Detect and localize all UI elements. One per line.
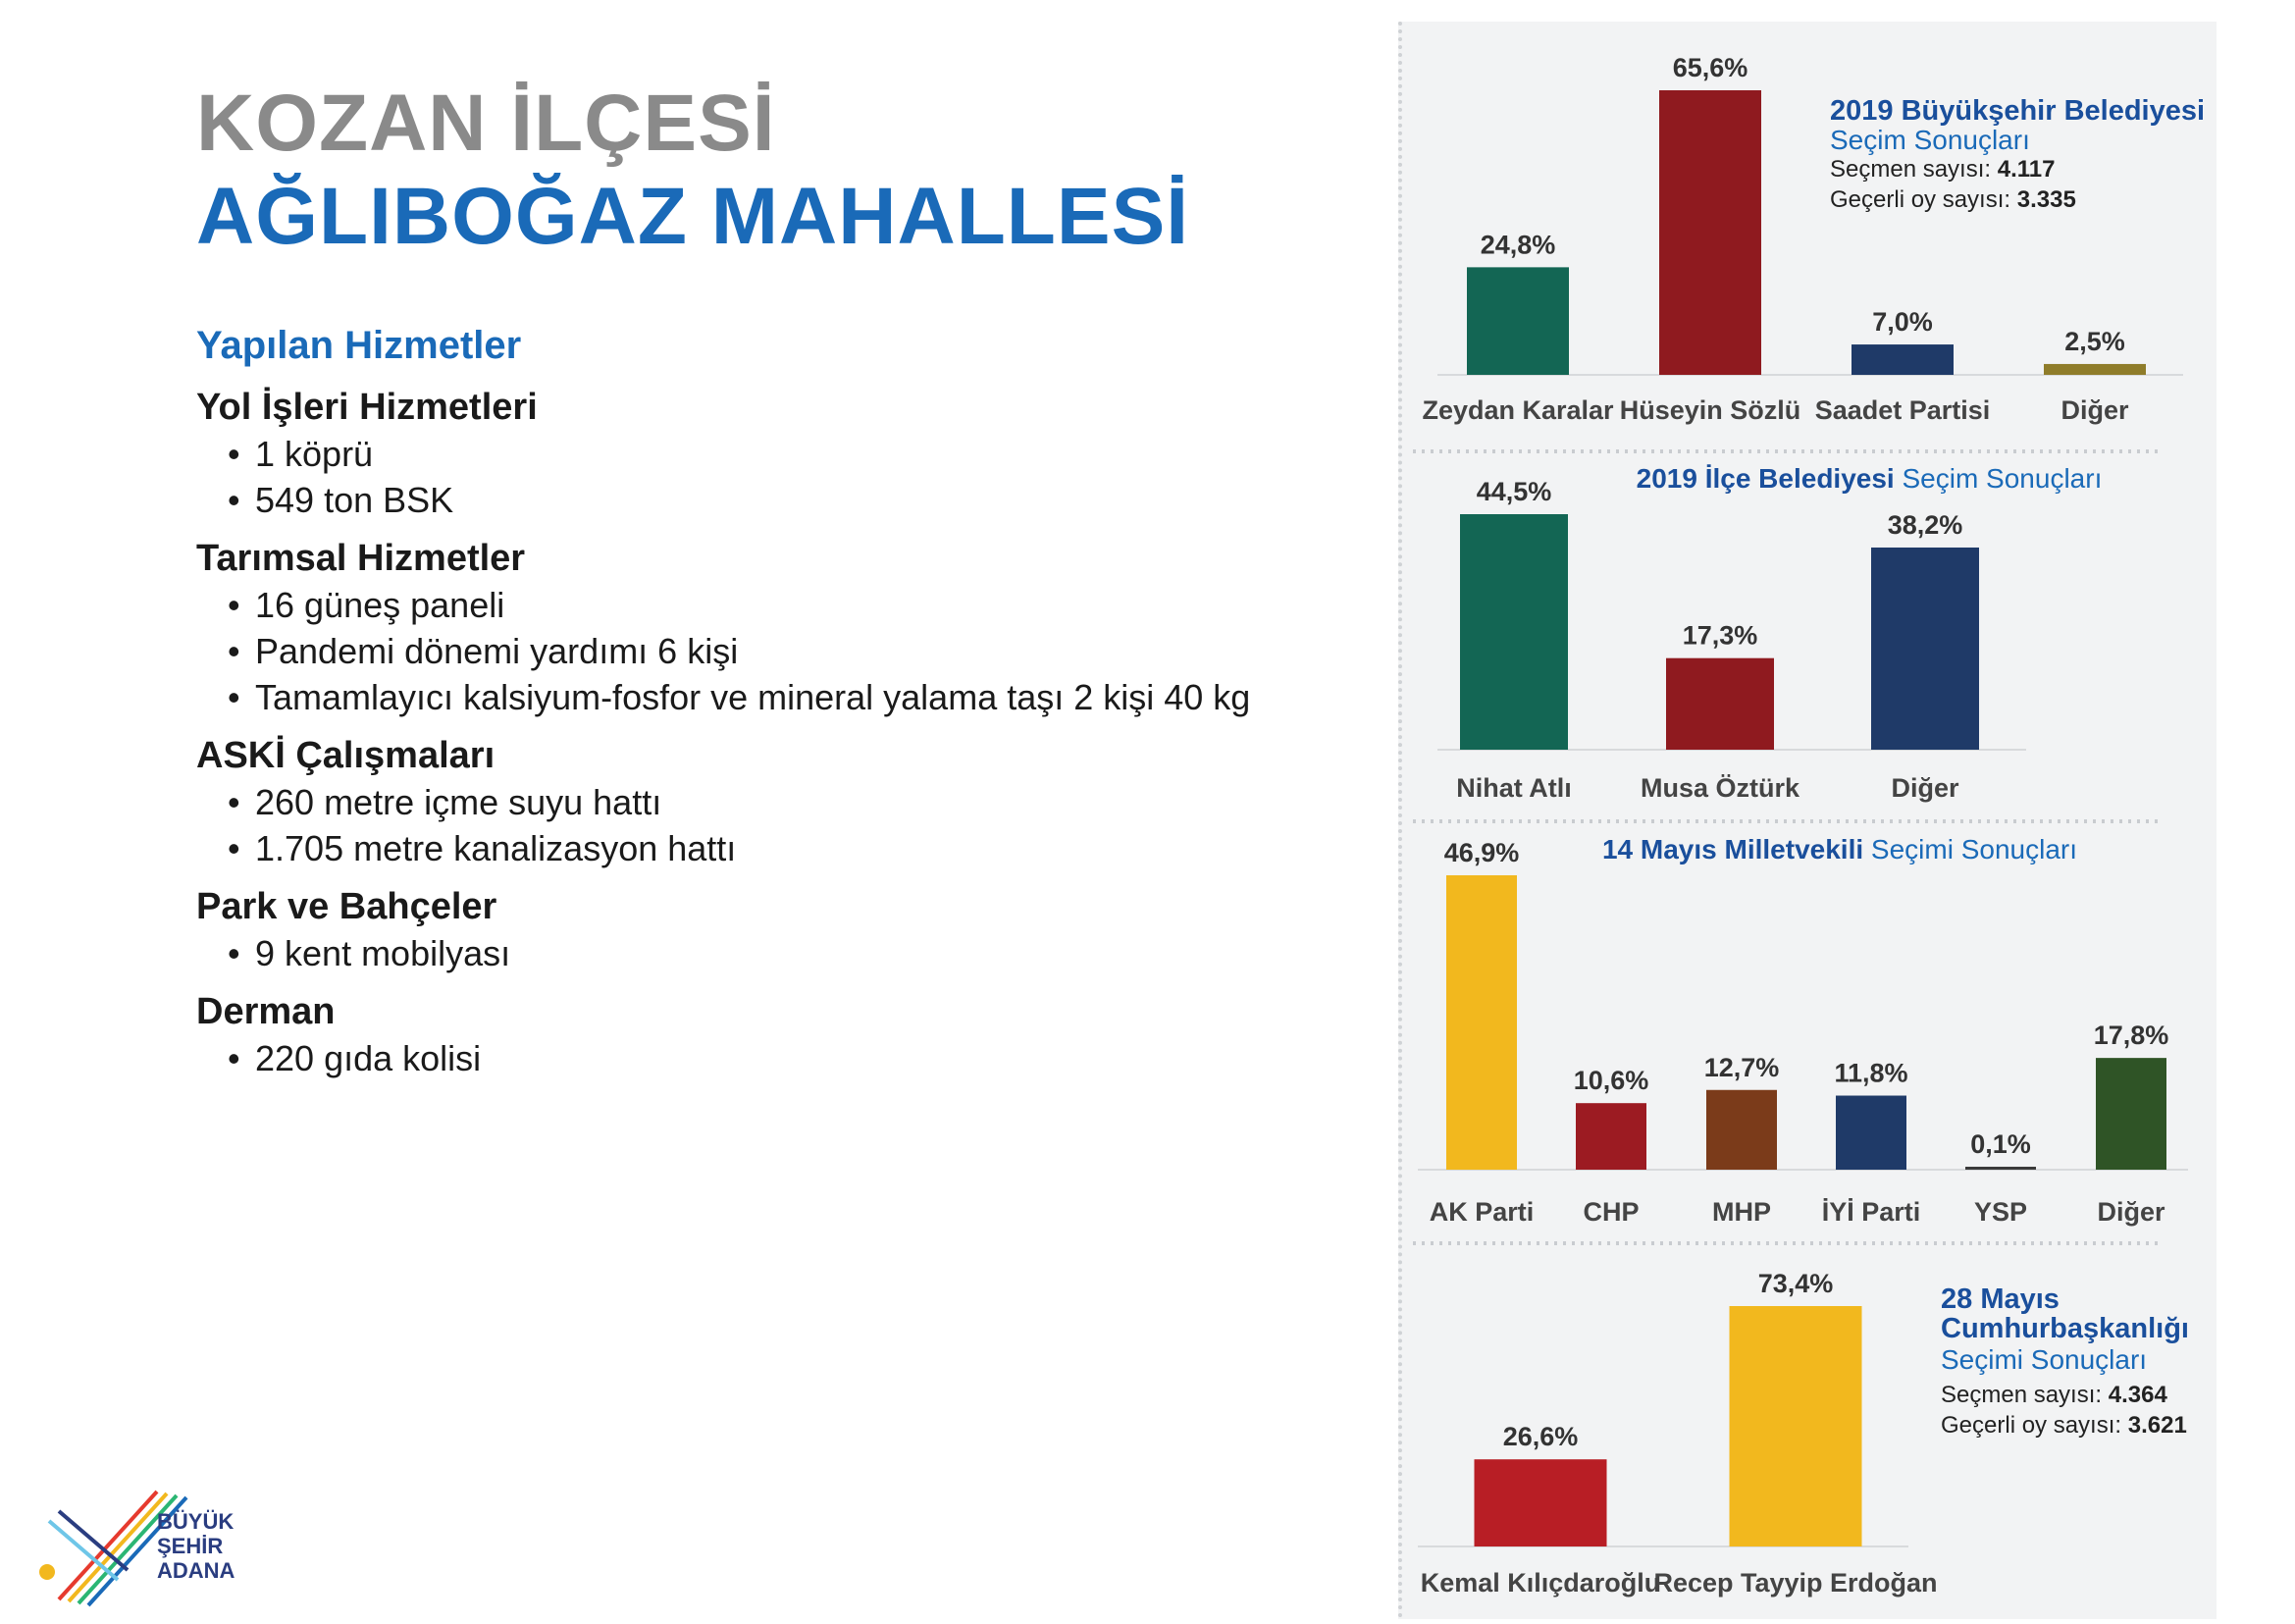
service-group-title: Derman — [196, 991, 336, 1032]
bar — [1576, 1103, 1646, 1170]
bar-value-label: 46,9% — [1444, 838, 1520, 867]
service-item: • 549 ton BSK — [228, 480, 454, 520]
svg-text:ŞEHİR: ŞEHİR — [157, 1534, 223, 1558]
bar — [1474, 1459, 1607, 1546]
bar — [2044, 363, 2146, 375]
bar — [1467, 267, 1569, 375]
bar-value-label: 0,1% — [1970, 1129, 2031, 1159]
bar-value-label: 65,6% — [1673, 53, 1748, 82]
category-label: Kemal Kılıçdaroğlu — [1421, 1568, 1661, 1598]
bar — [1871, 547, 1979, 750]
service-group-title: Park ve Bahçeler — [196, 886, 497, 927]
service-group-derman: Derman • 220 gıda kolisi — [196, 988, 1325, 1081]
bar-value-label: 11,8% — [1834, 1059, 1907, 1088]
category-label: YSP — [1974, 1197, 2027, 1227]
category-label: Musa Öztürk — [1641, 773, 1800, 803]
chart-stat: Seçmen sayısı: 4.364 — [1941, 1382, 2167, 1408]
bar-value-label: 17,8% — [2094, 1021, 2169, 1050]
category-label: Nihat Atlı — [1456, 773, 1572, 803]
bar — [1729, 1306, 1862, 1546]
chart-stat: Geçerli oy sayısı: 3.335 — [1830, 186, 2076, 213]
bar-value-label: 73,4% — [1758, 1269, 1834, 1298]
service-item: • Pandemi dönemi yardımı 6 kişi — [228, 631, 739, 671]
bar-value-label: 24,8% — [1481, 230, 1556, 259]
chart-stat: Geçerli oy sayısı: 3.621 — [1941, 1412, 2187, 1439]
chart-title: 2019 İlçe Belediyesi Seçim Sonuçları — [1637, 463, 2103, 494]
bar-value-label: 12,7% — [1704, 1053, 1780, 1082]
service-group-road: Yol İşleri Hizmetleri • 1 köprü • 549 ton … — [196, 384, 1325, 523]
bar-value-label: 44,5% — [1477, 477, 1552, 506]
chart-title: 14 Mayıs Milletvekili Seçimi Sonuçları — [1602, 834, 2077, 864]
services-heading: Yapılan Hizmetler — [196, 324, 522, 367]
category-label: Saadet Partisi — [1815, 395, 1991, 425]
election-charts: 24,8% Zeydan Karalar 65,6% Hüseyin Sözlü 7,0… — [1413, 53, 2205, 1598]
bar-value-label: 38,2% — [1888, 510, 1963, 540]
svg-text:ADANA: ADANA — [157, 1558, 235, 1583]
category-label: Zeydan Karalar — [1422, 395, 1614, 425]
category-label: Recep Tayyip Erdoğan — [1653, 1568, 1937, 1598]
bar — [1446, 875, 1517, 1170]
district-title: KOZAN İLÇESİ — [196, 79, 776, 168]
service-item: • 260 metre içme suyu hattı — [228, 782, 662, 822]
service-group-title: ASKİ Çalışmaları — [196, 735, 496, 776]
bar-value-label: 10,6% — [1574, 1066, 1649, 1095]
chart-title: Cumhurbaşkanlığı — [1941, 1313, 2189, 1344]
bar — [1965, 1167, 2036, 1170]
category-label: Diğer — [2060, 395, 2129, 425]
bar — [2096, 1058, 2166, 1170]
category-label: MHP — [1712, 1197, 1771, 1227]
service-group-parks: Park ve Bahçeler • 9 kent mobilyası — [196, 883, 1325, 976]
service-item: • 220 gıda kolisi — [228, 1038, 482, 1078]
bar — [1706, 1089, 1777, 1170]
svg-text:BÜYÜK: BÜYÜK — [157, 1509, 234, 1534]
chart-subtitle: Seçim Sonuçları — [1830, 125, 2030, 155]
bar-value-label: 26,6% — [1503, 1422, 1579, 1451]
category-label: CHP — [1583, 1197, 1639, 1227]
chart-subtitle: Seçimi Sonuçları — [1941, 1344, 2147, 1375]
neighborhood-title: AĞLIBOĞAZ MAHALLESİ — [196, 172, 1190, 261]
buyuksehir-adana-logo: BÜYÜK ŞEHİR ADANA — [29, 1482, 265, 1619]
category-label: İYİ Parti — [1822, 1197, 1921, 1227]
service-item: • 9 kent mobilyası — [228, 933, 511, 973]
bar-value-label: 17,3% — [1683, 621, 1758, 651]
service-group-aski: ASKİ Çalışmaları • 260 metre içme suyu ha… — [196, 732, 1325, 871]
bar — [1460, 514, 1568, 750]
logo-stripes-icon — [47, 1490, 188, 1607]
emblem-icon — [39, 1564, 55, 1580]
service-group-agriculture: Tarımsal Hizmetler • 16 güneş paneli • Pan… — [196, 535, 1325, 720]
chart-title: 28 Mayıs — [1941, 1283, 2060, 1315]
chart-title: 2019 Büyükşehir Belediyesi — [1830, 95, 2205, 127]
category-label: Diğer — [2097, 1197, 2165, 1227]
bar-value-label: 7,0% — [1872, 307, 1933, 337]
service-group-title: Tarımsal Hizmetler — [196, 538, 526, 579]
bar — [1852, 344, 1954, 375]
service-item: • 1 köprü — [228, 434, 374, 474]
category-label: Hüseyin Sözlü — [1620, 395, 1801, 425]
service-group-title: Yol İşleri Hizmetleri — [196, 387, 538, 428]
category-label: Diğer — [1891, 773, 1959, 803]
chart-stat: Seçmen sayısı: 4.117 — [1830, 156, 2055, 183]
service-item: • 16 güneş paneli — [228, 585, 505, 625]
services-section: Yapılan Hizmetler Yol İşleri Hizmetleri … — [196, 324, 1325, 1093]
category-label: AK Parti — [1430, 1197, 1535, 1227]
bar — [1836, 1095, 1906, 1170]
service-item: • 1.705 metre kanalizasyon hattı — [228, 828, 737, 868]
service-item: • Tamamlayıcı kalsiyum-fosfor ve mineral … — [228, 677, 1251, 717]
bar — [1666, 657, 1774, 750]
bar — [1659, 90, 1761, 375]
bar-value-label: 2,5% — [2064, 327, 2125, 356]
